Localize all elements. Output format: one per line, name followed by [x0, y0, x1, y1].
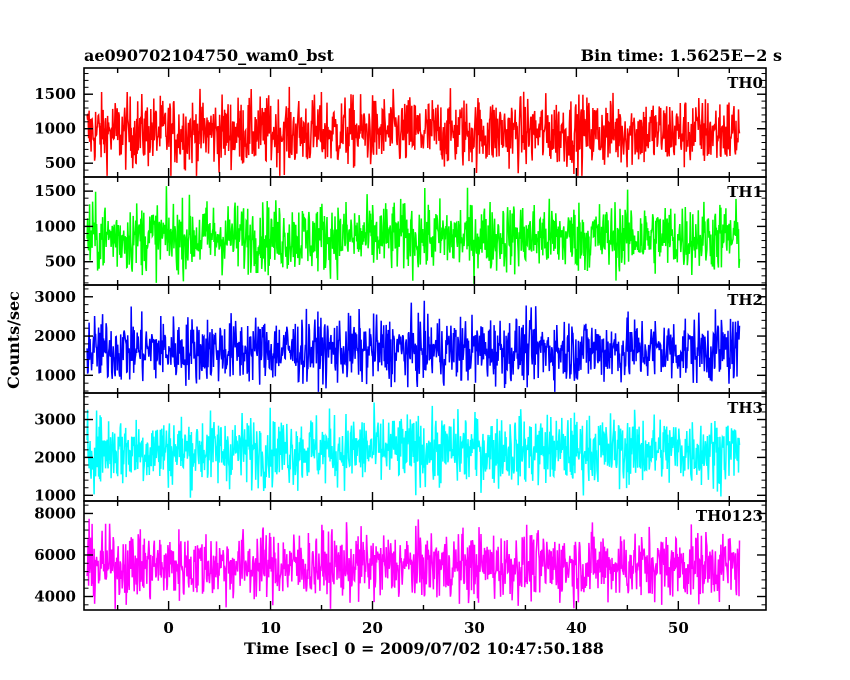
band-label-th1: TH1	[727, 183, 763, 201]
y-tick-label-th2: 1000	[34, 366, 76, 384]
band-label-th0123: TH0123	[696, 507, 763, 525]
series-line-th2	[86, 300, 741, 392]
chart-title: ae090702104750_wam0_bst	[84, 46, 335, 65]
series-line-th1	[86, 186, 741, 284]
y-tick-label-th1: 1000	[34, 217, 76, 235]
series-line-th0123	[86, 518, 741, 609]
y-axis-title: Counts/sec	[4, 291, 23, 389]
band-label-th3: TH3	[727, 399, 763, 417]
series-line-th3	[86, 402, 741, 498]
band-label-th0: TH0	[727, 74, 763, 92]
x-tick-label: 0	[163, 619, 173, 637]
x-tick-label: 10	[260, 619, 281, 637]
y-tick-label-th1: 1500	[34, 182, 76, 200]
y-tick-label-th3: 3000	[34, 411, 76, 429]
y-tick-label-th0: 500	[45, 154, 76, 172]
y-tick-label-th0123: 6000	[34, 546, 76, 564]
y-tick-label-th0123: 4000	[34, 588, 76, 606]
y-tick-label-th3: 2000	[34, 448, 76, 466]
x-tick-label: 40	[566, 619, 587, 637]
series-line-th0	[86, 86, 741, 176]
x-tick-label: 30	[464, 619, 485, 637]
y-tick-label-th0123: 8000	[34, 504, 76, 522]
x-tick-label: 20	[362, 619, 383, 637]
x-axis-title: Time [sec] 0 = 2009/07/02 10:47:50.188	[244, 639, 604, 658]
bin-time-label: Bin time: 1.5625E−2 s	[581, 46, 782, 65]
y-tick-label-th2: 2000	[34, 327, 76, 345]
y-tick-label-th2: 3000	[34, 288, 76, 306]
y-tick-label-th1: 500	[45, 253, 76, 271]
band-label-th2: TH2	[727, 291, 763, 309]
y-tick-label-th0: 1000	[34, 120, 76, 138]
y-tick-label-th0: 1500	[34, 85, 76, 103]
x-tick-label: 50	[668, 619, 689, 637]
y-tick-label-th3: 1000	[34, 486, 76, 504]
